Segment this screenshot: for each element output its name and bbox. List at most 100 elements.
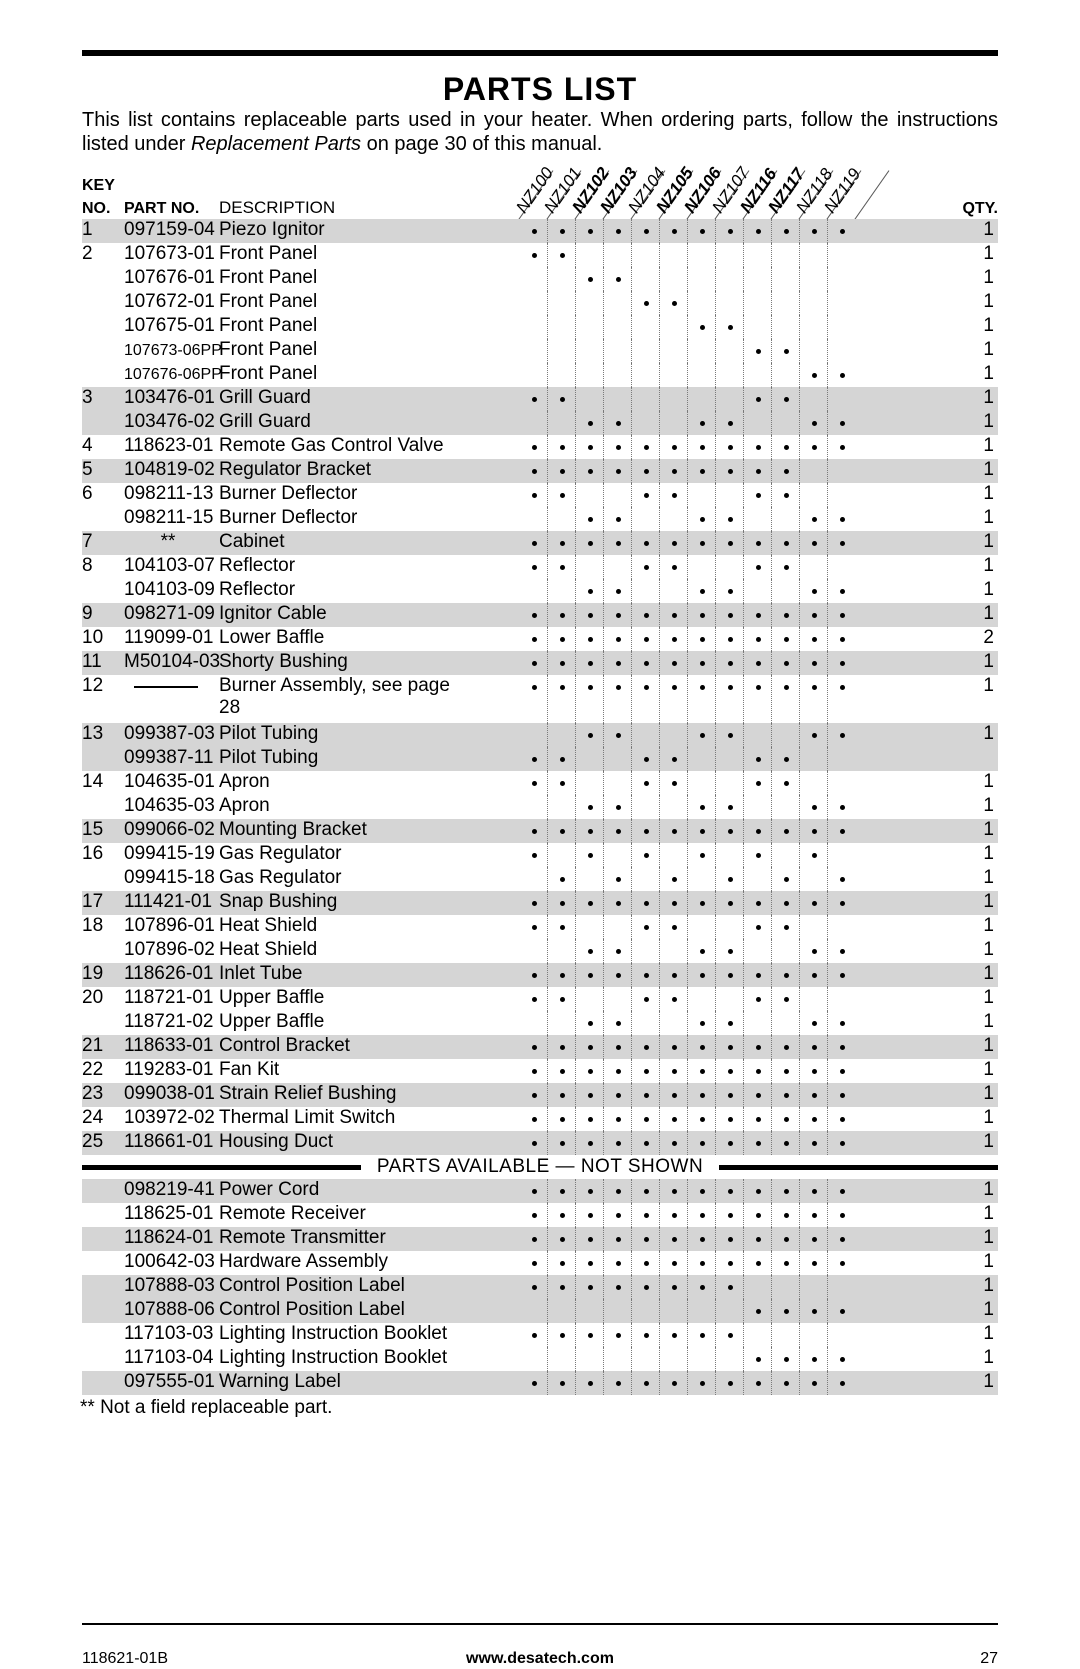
model-separator [603, 267, 604, 291]
model-separator [743, 1227, 744, 1251]
mark-dot [812, 1021, 817, 1026]
mark-dot [728, 1045, 733, 1050]
mark-dot [700, 589, 705, 594]
model-separator [659, 531, 660, 555]
cell-description: Reflector [219, 555, 998, 578]
mark-dot [756, 493, 761, 498]
model-separator [547, 891, 548, 915]
cell-description: Remote Receiver [219, 1203, 998, 1226]
mark-dot [784, 661, 789, 666]
cell-description: Remote Transmitter [219, 1227, 998, 1250]
model-separator [547, 291, 548, 315]
model-separator [687, 771, 688, 795]
model-separator [603, 435, 604, 459]
table-row: 098219-41Power Cord1 [82, 1179, 998, 1203]
model-separator [603, 387, 604, 411]
mark-dot [784, 1237, 789, 1242]
mark-dot [812, 637, 817, 642]
mark-dot [588, 637, 593, 642]
mark-dot [560, 397, 565, 402]
mark-dot [840, 1309, 845, 1314]
cell-qty: 1 [983, 435, 994, 458]
mark-dot [756, 397, 761, 402]
model-separator [631, 1203, 632, 1227]
cell-qty: 1 [983, 1299, 994, 1322]
mark-dot [644, 1213, 649, 1218]
model-separator [827, 1323, 828, 1347]
table-row: 10119099-01Lower Baffle2 [82, 627, 998, 651]
table-row: 25118661-01Housing Duct1 [82, 1131, 998, 1155]
model-separator [547, 675, 548, 723]
model-separator [799, 435, 800, 459]
model-separator [659, 1227, 660, 1251]
model-separator [603, 579, 604, 603]
model-separator [631, 939, 632, 963]
mark-dot [532, 253, 537, 258]
mark-dot [812, 517, 817, 522]
model-separator [715, 795, 716, 819]
model-separator [603, 1059, 604, 1083]
cell-description: Cabinet [219, 531, 998, 554]
mark-dot [840, 949, 845, 954]
mark-dot [840, 829, 845, 834]
model-separator [715, 531, 716, 555]
cell-qty: 1 [983, 867, 994, 890]
table-row: 11M50104-03Shorty Bushing1 [82, 651, 998, 675]
cell-partno: 103972-02 [124, 1107, 232, 1130]
cell-key: 21 [82, 1035, 120, 1058]
mark-dot [672, 541, 677, 546]
model-separator [603, 867, 604, 891]
model-separator [743, 795, 744, 819]
mark-dot [616, 517, 621, 522]
mark-dot [700, 829, 705, 834]
model-separator [603, 339, 604, 363]
mark-dot [840, 661, 845, 666]
mark-dot [784, 1309, 789, 1314]
mark-dot [784, 1381, 789, 1386]
mark-dot [560, 757, 565, 762]
cell-description: Mounting Bracket [219, 819, 998, 842]
mark-dot [700, 973, 705, 978]
cell-description: Strain Relief Bushing [219, 1083, 998, 1106]
model-separator [547, 1179, 548, 1203]
table-row: 107672-01Front Panel1 [82, 291, 998, 315]
mark-dot [840, 1045, 845, 1050]
mark-dot [784, 1069, 789, 1074]
model-separator [715, 315, 716, 339]
model-separator [687, 1323, 688, 1347]
mark-dot [672, 925, 677, 930]
model-separator [603, 1251, 604, 1275]
table-row: 099387-11Pilot Tubing [82, 747, 998, 771]
model-separator [771, 459, 772, 483]
model-separator [687, 1035, 688, 1059]
model-separator [799, 1131, 800, 1155]
model-separator [575, 795, 576, 819]
table-row: 107676-06PPFront Panel1 [82, 363, 998, 387]
model-separator [799, 267, 800, 291]
model-separator [827, 339, 828, 363]
model-separator [547, 819, 548, 843]
mark-dot [700, 613, 705, 618]
model-separator [743, 1059, 744, 1083]
mark-dot [840, 373, 845, 378]
mark-dot [588, 1213, 593, 1218]
cell-key: 11 [82, 651, 120, 674]
model-separator [547, 795, 548, 819]
cell-partno: 104103-07 [124, 555, 232, 578]
model-separator [603, 1227, 604, 1251]
model-separator [715, 579, 716, 603]
model-separator [715, 219, 716, 243]
mark-dot [644, 445, 649, 450]
mark-dot [728, 517, 733, 522]
cell-qty: 1 [983, 603, 994, 626]
model-separator [799, 1035, 800, 1059]
mark-dot [672, 229, 677, 234]
mark-dot [588, 1381, 593, 1386]
section-break: PARTS AVAILABLE — NOT SHOWN [82, 1155, 998, 1179]
model-separator [827, 795, 828, 819]
model-separator [743, 1371, 744, 1395]
mark-dot [728, 541, 733, 546]
cell-partno: 118721-02 [124, 1011, 232, 1034]
mark-dot [812, 229, 817, 234]
mark-dot [616, 685, 621, 690]
